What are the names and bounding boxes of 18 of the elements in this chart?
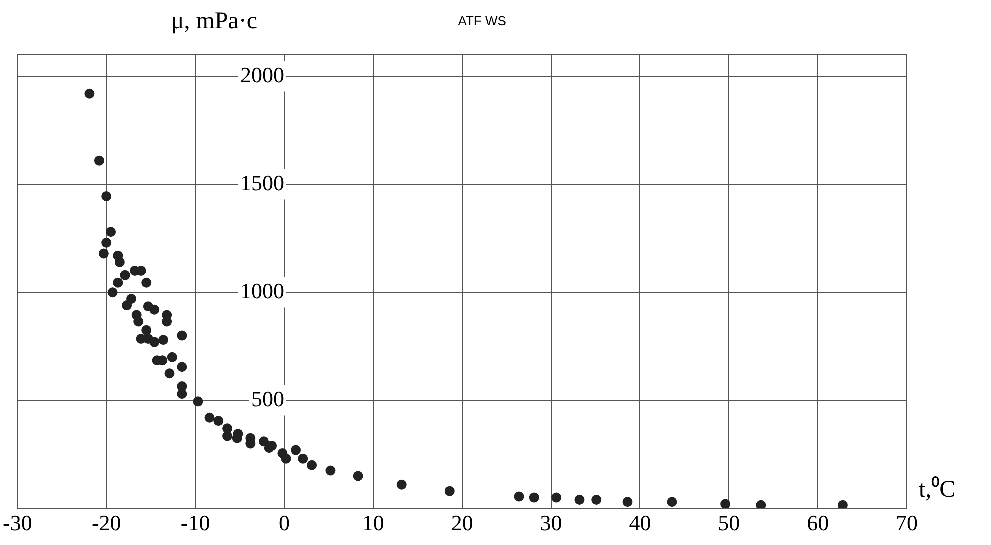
x-tick-label: -20 xyxy=(92,510,122,536)
x-tick-label: 0 xyxy=(278,510,290,536)
x-tick-label: 30 xyxy=(540,510,562,536)
x-axis-title: t,⁰C xyxy=(919,476,956,503)
x-tick-label: -10 xyxy=(180,510,210,536)
y-tick-label: 1500 xyxy=(240,170,284,196)
y-tick-label: 1000 xyxy=(240,278,284,304)
chart-title: ATF WS xyxy=(458,14,507,29)
y-tick-label: 2000 xyxy=(240,62,284,88)
y-tick-label: 500 xyxy=(251,386,284,412)
x-tick-label: 10 xyxy=(362,510,384,536)
x-tick-label: 40 xyxy=(629,510,652,536)
x-tick-label: 60 xyxy=(807,510,830,536)
x-tick-label: 70 xyxy=(896,510,918,536)
x-tick-label: 50 xyxy=(718,510,740,536)
x-tick-label: 20 xyxy=(451,510,474,536)
x-tick-label: -30 xyxy=(3,510,32,536)
y-axis-title: μ, mPa·c xyxy=(171,8,258,34)
